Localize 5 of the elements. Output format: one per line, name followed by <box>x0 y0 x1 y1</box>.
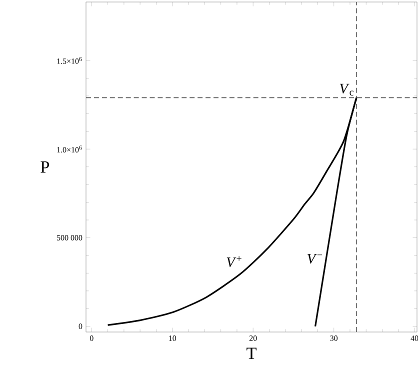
annotation: V$^{+}$ <box>226 256 242 268</box>
y-axis-title: P <box>40 161 50 173</box>
annotation: V$_{c}$ <box>340 84 354 96</box>
x-axis-title: T <box>246 348 256 360</box>
annotation: V$^{−}$ <box>307 254 322 264</box>
